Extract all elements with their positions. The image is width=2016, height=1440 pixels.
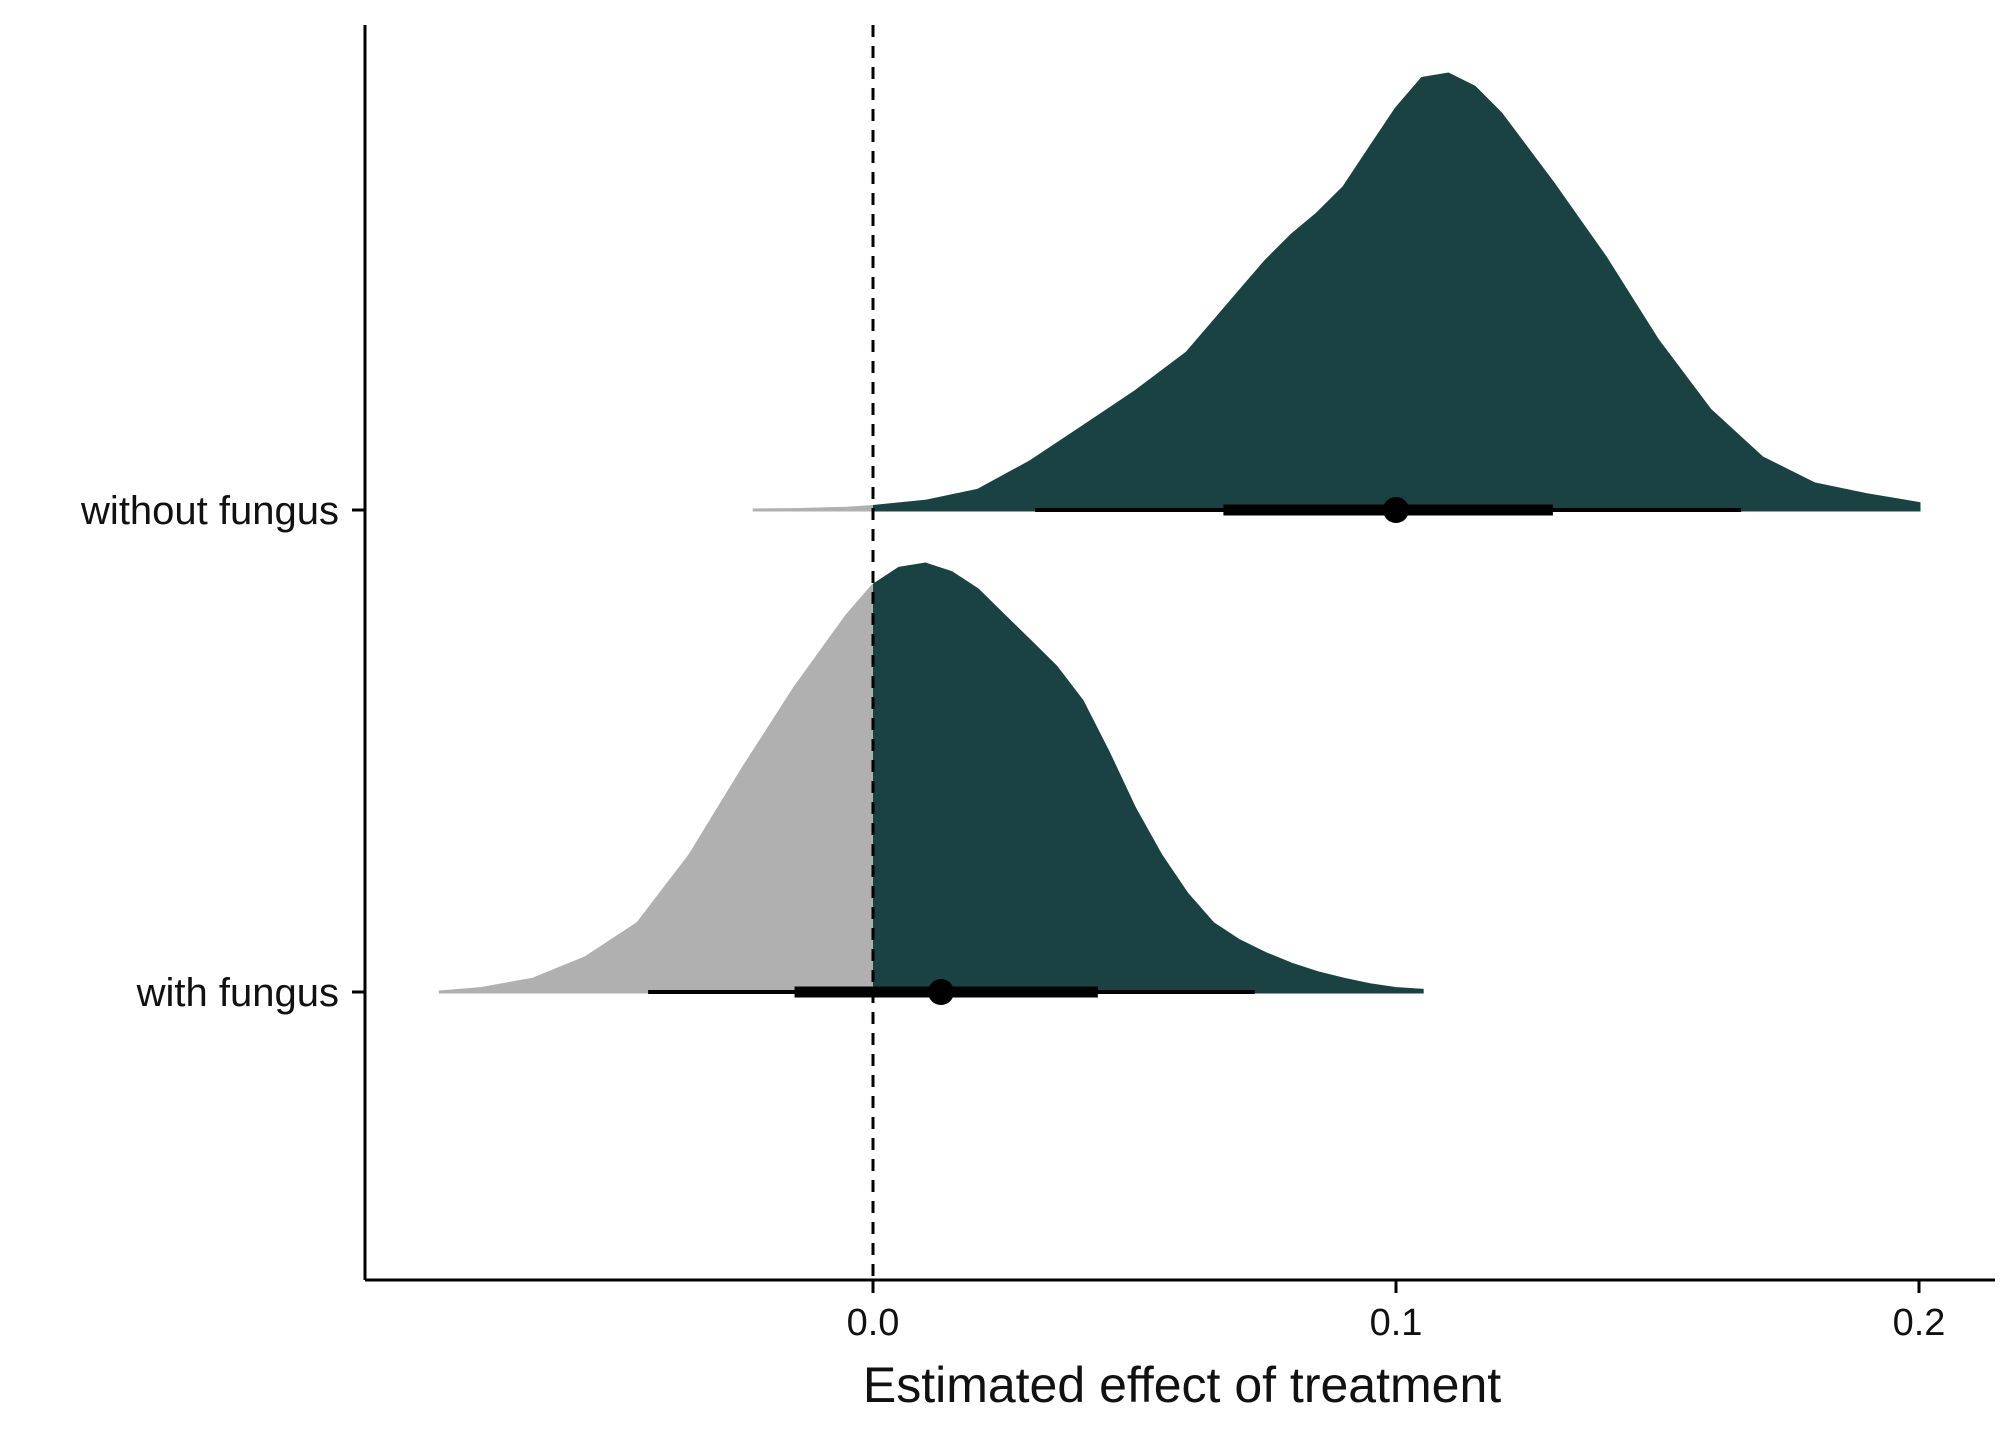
plot-area: 0.0 0.1 0.2 without fungus with fungus [80, 25, 1995, 1344]
density-without-fungus-above-zero [873, 72, 1921, 512]
x-axis-title: Estimated effect of treatment [863, 1357, 1501, 1413]
density-with-fungus-below-zero [438, 583, 873, 994]
point-estimate-with-fungus [927, 979, 954, 1005]
y-category-label: without fungus [80, 489, 339, 533]
x-tick-label: 0.2 [1893, 1302, 1946, 1344]
x-tick-label: 0.1 [1370, 1302, 1423, 1344]
x-tick-label: 0.0 [847, 1302, 900, 1344]
density-with-fungus-above-zero [873, 562, 1424, 994]
density-without-fungus-below-zero [752, 504, 873, 512]
y-category-label: with fungus [136, 971, 339, 1015]
point-estimate-without-fungus [1383, 497, 1409, 523]
